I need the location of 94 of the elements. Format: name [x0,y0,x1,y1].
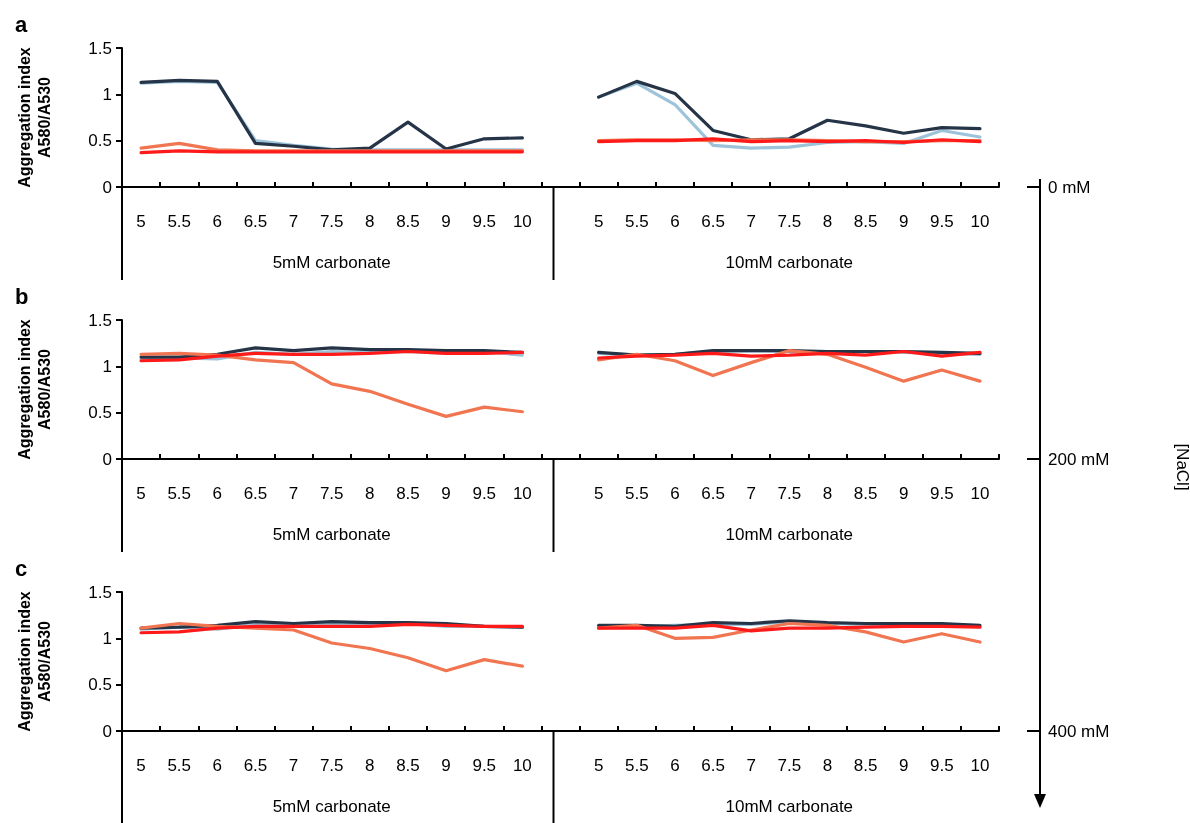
text: 10mM carbonate [725,796,854,816]
text: 0 mM [1048,178,1091,197]
x-tick-label: 6.5 [243,484,268,503]
x-tick-label: 5 [593,484,604,503]
x-tick-label: 9.5 [472,212,497,231]
x-tick-label: 5 [136,756,146,775]
x-tick-label: 10 [512,484,532,503]
text: 10mM carbonate [725,524,854,544]
x-tick-label: 6 [670,756,680,775]
x-tick-label: 9 [898,756,909,775]
x-tick-label: 5 [593,212,604,231]
x-tick-label: 5.5 [167,756,192,775]
x-tick-label: 8.5 [396,756,420,775]
x-tick-label: 6.5 [701,484,725,503]
x-tick-label: 8.5 [853,756,878,775]
x-tick-label: 7.5 [319,756,344,775]
x-tick-label: 6 [670,212,680,231]
text: 5mM carbonate [272,524,391,544]
y-tick-label: 0.5 [88,403,112,423]
x-tick-label: 10 [970,212,990,231]
x-tick-label: 9 [441,484,451,503]
x-tick-label: 9.5 [929,212,954,231]
x-tick-label: 6.5 [701,756,725,775]
x-tick-label: 5.5 [624,756,649,775]
x-tick-label: 10 [970,756,990,775]
x-tick-label: 8.5 [853,484,878,503]
y-tick-label: 1.5 [88,310,112,330]
text: 10mM carbonate [725,252,854,272]
x-tick-label: 8 [365,756,375,775]
x-tick-label: 8 [822,756,833,775]
x-tick-label: 5.5 [624,212,649,231]
x-tick-label: 5 [593,756,604,775]
x-tick-label: 10 [512,756,532,775]
x-tick-label: 10 [512,212,532,231]
x-tick-label: 9 [441,212,451,231]
y-axis-title: Aggregation index A580/A530 [15,47,53,188]
x-tick-label: 7.5 [777,484,802,503]
x-tick-label: 8 [822,212,833,231]
x-tick-label: 9 [441,756,451,775]
x-tick-label: 9.5 [929,484,954,503]
x-tick-label: 7 [288,756,299,775]
text: 5mM carbonate [272,796,391,816]
x-tick-label: 6.5 [243,212,268,231]
y-tick-label: 0.5 [88,675,112,695]
y-axis-title: Aggregation index A580/A530 [15,591,53,732]
y-tick-label: 1 [102,356,112,376]
chart-title: b [15,283,29,309]
y-tick-label: 0 [102,721,112,741]
y-tick-label: 0 [102,177,112,197]
x-tick-label: 8.5 [853,212,878,231]
x-tick-label: 5 [136,484,146,503]
x-tick-label: 6 [212,484,223,503]
y-tick-label: 1 [102,628,112,648]
x-tick-label: 8 [822,484,833,503]
x-tick-label: 9 [898,484,909,503]
x-tick-label: 7.5 [319,484,344,503]
text: 5mM carbonate [272,252,391,272]
x-tick-label: 7.5 [777,756,802,775]
x-tick-label: 7.5 [777,212,802,231]
x-tick-label: 8.5 [396,484,420,503]
x-tick-label: 8 [365,484,375,503]
x-tick-label: 5.5 [167,212,192,231]
x-tick-label: 5 [136,212,146,231]
x-tick-label: 7.5 [319,212,344,231]
x-tick-label: 6 [212,212,223,231]
x-tick-label: 8 [365,212,375,231]
x-tick-label: 10 [970,484,990,503]
text: 400 mM [1048,722,1110,741]
x-tick-label: 9.5 [472,756,497,775]
x-tick-label: 7 [288,484,299,503]
x-tick-label: 6 [670,484,680,503]
x-tick-label: 6.5 [701,212,725,231]
x-tick-label: 5.5 [624,484,649,503]
y-tick-label: 1 [102,84,112,104]
x-tick-label: 5.5 [167,484,192,503]
text: 200 mM [1048,450,1110,469]
y-tick-label: 1.5 [88,582,112,602]
y-tick-label: 0 [102,449,112,469]
chart-title: c [15,555,28,581]
x-tick-label: 7 [746,756,756,775]
x-tick-label: 7 [746,212,756,231]
x-tick-label: 9 [898,212,909,231]
chart-title: a [15,11,28,37]
text: [NaCl] [1173,443,1190,491]
x-tick-label: 9.5 [929,756,954,775]
y-tick-label: 1.5 [88,38,112,58]
x-tick-label: 8.5 [396,212,420,231]
x-tick-label: 7 [746,484,756,503]
y-tick-label: 0.5 [88,131,112,151]
x-tick-label: 6.5 [243,756,268,775]
x-tick-label: 9.5 [472,484,497,503]
x-tick-label: 7 [288,212,299,231]
y-axis-title: Aggregation index A580/A530 [15,319,53,460]
x-tick-label: 6 [212,756,223,775]
